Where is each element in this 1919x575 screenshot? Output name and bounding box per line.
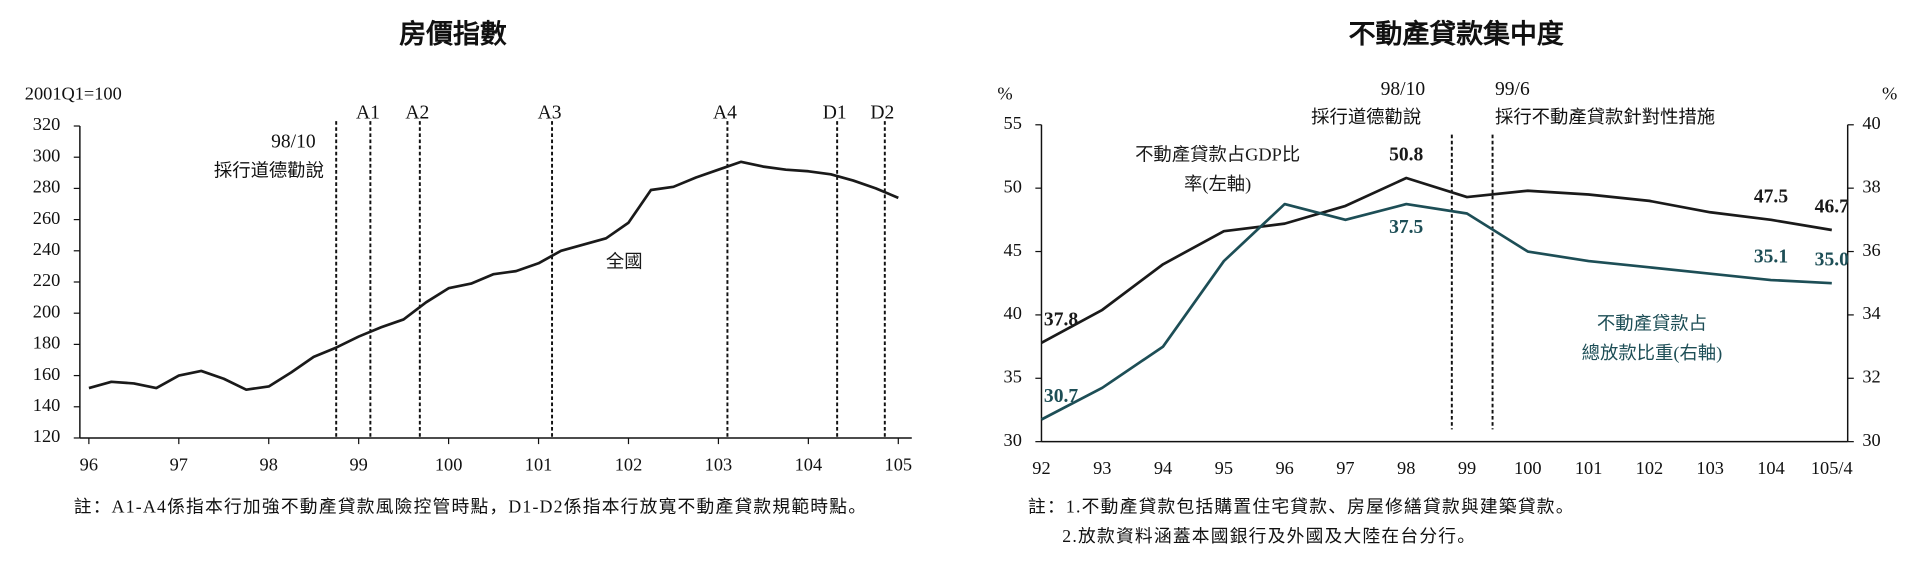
y-tick-label: 30 <box>1004 430 1022 450</box>
y-tick-label: 200 <box>33 301 61 321</box>
y-tick-label: 35 <box>1004 366 1022 386</box>
note: 2.放款資料涵蓋本國銀行及外國及大陸在台分行。 <box>1062 527 1477 547</box>
y-axis-label: 2001Q1=100 <box>25 84 122 104</box>
x-tick-label: 98 <box>1397 458 1415 478</box>
y2-tick-label: 40 <box>1862 113 1880 133</box>
y-tick-label: 260 <box>33 208 61 228</box>
x-tick-label: 105 <box>885 454 913 474</box>
value-label: 35.1 <box>1754 247 1788 268</box>
y2-tick-label: 36 <box>1862 240 1880 260</box>
value-label: 30.7 <box>1044 386 1078 407</box>
series-line <box>88 160 899 391</box>
x-tick-label: 99 <box>1458 458 1476 478</box>
x-tick-label: 99 <box>350 454 368 474</box>
y-tick-label: 120 <box>33 426 61 446</box>
chart-title: 房價指數 <box>399 19 507 49</box>
y-tick-label: 300 <box>33 145 61 165</box>
y2-tick-label: 32 <box>1862 366 1880 386</box>
event-text: 採行道德勸說 <box>214 161 324 181</box>
y2-axis-label: % <box>1882 84 1897 104</box>
x-tick-label: 101 <box>525 454 553 474</box>
y2-tick-label: 38 <box>1862 176 1880 196</box>
y-tick-label: 320 <box>33 114 61 134</box>
x-tick-label: 100 <box>1514 458 1542 478</box>
x-tick-label: 93 <box>1093 458 1111 478</box>
event-label: D2 <box>870 102 894 123</box>
event-label: A3 <box>538 102 562 123</box>
event-label: A1 <box>356 102 380 123</box>
event-label: A4 <box>713 102 737 123</box>
series-line <box>1040 202 1832 421</box>
event-text: 採行道德勸說 <box>1311 107 1421 127</box>
note-box: 註：1.不動產貸款包括購置住宅貸款、房屋修繕貸款與建築貸款。 2.放款資料涵蓋本國… <box>1028 493 1884 552</box>
y2-tick-label: 30 <box>1862 430 1880 450</box>
x-tick-label: 97 <box>170 454 188 474</box>
x-tick-label: 98 <box>260 454 278 474</box>
x-tick-label: 94 <box>1154 458 1172 478</box>
x-tick-label: 100 <box>435 454 463 474</box>
x-tick-label: 104 <box>1757 458 1785 478</box>
x-tick-label: 103 <box>705 454 733 474</box>
event-label: D1 <box>823 102 847 123</box>
note: 註：A1-A4係指本行加強不動產貸款風險控管時點，D1-D2係指本行放寬不動產貸… <box>73 497 868 518</box>
series-label: 不動產貸款占GDP比率(左軸) <box>1135 145 1300 195</box>
y-tick-label: 45 <box>1004 240 1022 260</box>
note-box: 註：A1-A4係指本行加強不動產貸款風險控管時點，D1-D2係指本行放寬不動產貸… <box>74 493 955 522</box>
event-label: A2 <box>405 102 429 123</box>
x-tick-label: 104 <box>795 454 823 474</box>
y-tick-label: 280 <box>33 177 61 197</box>
value-label: 46.7 <box>1815 196 1849 217</box>
notes: 註：A1-A4係指本行加強不動產貸款風險控管時點，D1-D2係指本行放寬不動產貸… <box>74 493 955 522</box>
y-tick-label: 40 <box>1004 303 1022 323</box>
y-tick-label: 160 <box>33 364 61 384</box>
event-label: 98/10 <box>271 132 316 153</box>
y2-tick-label: 34 <box>1862 303 1880 323</box>
x-tick-label: 97 <box>1336 458 1354 478</box>
x-tick-label: 102 <box>1636 458 1664 478</box>
y-tick-label: 55 <box>1004 113 1022 133</box>
value-label: 47.5 <box>1754 186 1788 207</box>
x-tick-label: 96 <box>1275 458 1293 478</box>
y-tick-label: 140 <box>33 395 61 415</box>
x-tick-label: 92 <box>1032 458 1050 478</box>
x-tick-label: 103 <box>1696 458 1724 478</box>
x-tick-label: 95 <box>1215 458 1233 478</box>
x-tick-label: 101 <box>1575 458 1603 478</box>
value-label: 35.0 <box>1815 250 1849 271</box>
x-tick-label: 102 <box>615 454 643 474</box>
x-tick-label: 96 <box>80 454 98 474</box>
series-label: 不動產貸款占總放款比重(右軸) <box>1582 314 1723 364</box>
y-axis-label: % <box>997 84 1012 104</box>
y-tick-label: 220 <box>33 270 61 290</box>
event-label: 98/10 <box>1381 79 1426 100</box>
event-text: 採行不動產貸款針對性措施 <box>1495 107 1715 127</box>
y-tick-label: 180 <box>33 333 61 353</box>
value-label: 37.5 <box>1389 217 1423 238</box>
series-line <box>1040 176 1833 344</box>
y-tick-label: 240 <box>33 239 61 259</box>
y-tick-label: 50 <box>1004 176 1022 196</box>
value-label: 37.8 <box>1044 309 1078 330</box>
x-tick-label: 105/4 <box>1811 458 1853 478</box>
notes: 註：1.不動產貸款包括購置住宅貸款、房屋修繕貸款與建築貸款。 2.放款資料涵蓋本國… <box>1028 493 1884 552</box>
event-label: 99/6 <box>1495 79 1530 100</box>
chart-title: 不動產貸款集中度 <box>1349 18 1564 49</box>
value-label: 50.8 <box>1389 144 1423 165</box>
note: 註：1.不動產貸款包括購置住宅貸款、房屋修繕貸款與建築貸款。 <box>1028 497 1575 518</box>
series-label: 全國 <box>606 251 643 271</box>
